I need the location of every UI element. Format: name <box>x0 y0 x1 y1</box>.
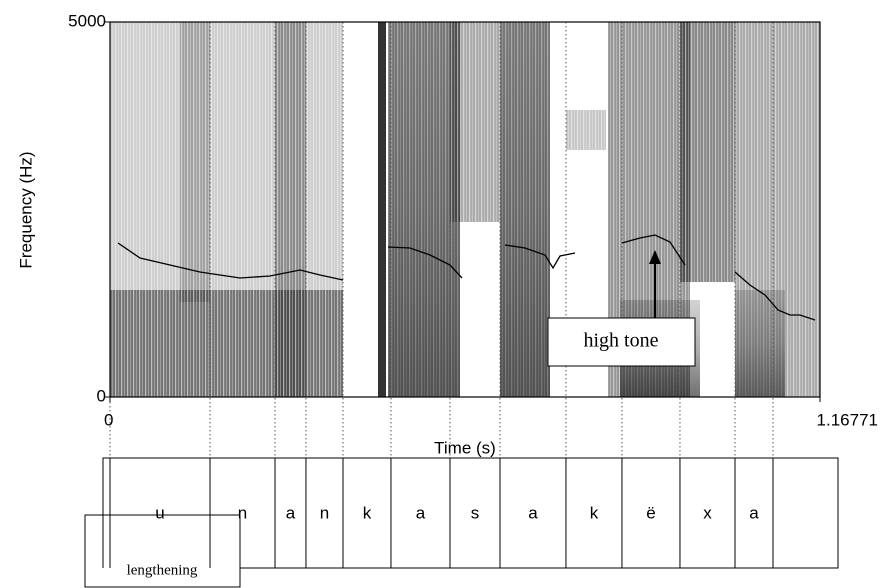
high-tone-annotation: high tone <box>547 250 696 367</box>
arrow-head <box>649 250 661 264</box>
annotation-box <box>547 317 696 367</box>
tier-label: k <box>363 503 372 522</box>
y-tick-label: 0 <box>97 386 106 405</box>
annotation-box <box>84 514 241 588</box>
x-axis-label: Time (s) <box>434 438 496 457</box>
annotation: lengthening <box>127 562 198 578</box>
spectrogram-texture <box>110 22 820 397</box>
lengthening-annotation: lengthening <box>84 514 241 588</box>
tier-label: x <box>703 503 712 522</box>
tier-label: a <box>528 503 538 522</box>
plot-frame <box>109 21 821 398</box>
y-axis-label: Frequency (Hz) <box>16 151 35 268</box>
tier-label: a <box>416 503 426 522</box>
tier-label: n <box>238 503 247 522</box>
tier-label: a <box>749 503 759 522</box>
x-tick-label: 1.16771 <box>817 410 878 429</box>
tier-label: s <box>471 503 480 522</box>
x-tick-label: 0 <box>104 410 113 429</box>
y-tick-label: 5000 <box>68 11 106 30</box>
tier-label: n <box>320 503 329 522</box>
tier-label: k <box>590 503 599 522</box>
tier-label: a <box>286 503 296 522</box>
annotation: high tone <box>584 330 659 352</box>
tier-label: u <box>155 503 164 522</box>
pitch-track <box>117 234 816 321</box>
tier-label: ë <box>646 503 655 522</box>
